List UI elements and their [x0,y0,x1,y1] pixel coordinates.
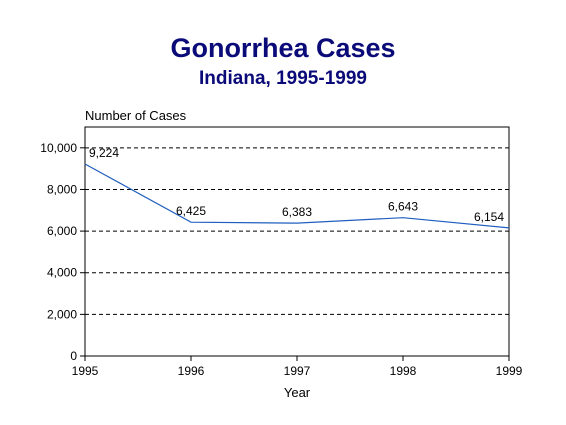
grid-lines [85,147,509,315]
x-tick-label-4: 1999 [496,364,523,378]
series-line [84,163,510,229]
y-tick-label-4: 8,000 [47,182,77,196]
data-label-3: 6,643 [388,200,418,214]
chart-subtitle: Indiana, 1995-1999 [199,68,367,89]
y-tick-label-1: 2,000 [47,307,77,321]
y-tick-label-2: 4,000 [47,266,77,280]
data-label-1: 6,425 [176,204,206,218]
x-tick-label-3: 1998 [390,364,417,378]
x-tick-label-2: 1997 [284,364,311,378]
y-tick-label-0: 0 [70,349,77,363]
y-tick-label-3: 6,000 [47,224,77,238]
x-tick-label-1: 1996 [178,364,205,378]
x-axis-label: Year [284,385,311,400]
data-label-2: 6,383 [282,205,312,219]
x-axis-ticks: 1995 1996 1997 1998 1999 [72,356,523,378]
x-tick-label-0: 1995 [72,364,99,378]
y-tick-label-5: 10,000 [40,141,77,155]
chart-title: Gonorrhea Cases [170,33,396,63]
y-axis-ticks: 0 2,000 4,000 6,000 8,000 10,000 [40,141,85,363]
plot-frame [84,126,510,357]
y-axis-label: Number of Cases [85,108,187,123]
data-label-0: 9,224 [89,146,119,160]
data-labels: 9,224 6,425 6,383 6,643 6,154 [89,146,504,224]
data-label-4: 6,154 [474,210,504,224]
